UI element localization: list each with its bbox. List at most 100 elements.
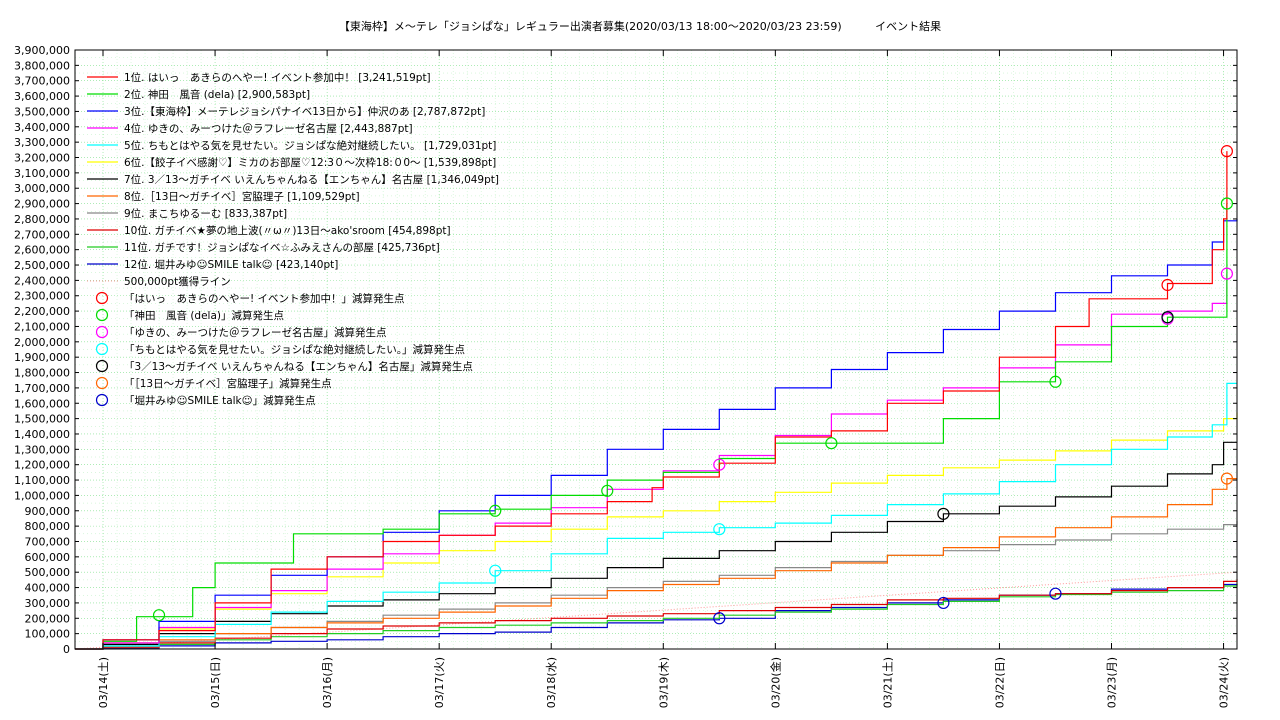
x-tick-label: 03/20(金) <box>768 657 782 708</box>
marker-point-1 <box>1220 145 1234 158</box>
y-tick-label: 2,400,000 <box>14 274 70 287</box>
y-tick-label: 300,000 <box>25 597 71 610</box>
y-tick-label: 2,900,000 <box>14 198 70 211</box>
legend-label: 7位. 3／13～ガチイベ いえんちゃんねる【エンちゃん】名古屋 [1,346,… <box>124 173 499 186</box>
y-tick-label: 3,900,000 <box>14 44 70 57</box>
marker-point-1 <box>1161 278 1174 292</box>
y-tick-label: 1,200,000 <box>14 459 70 472</box>
x-tick-label: 03/21(土) <box>881 657 894 708</box>
legend-label-marker: 「3／13～ガチイベ いえんちゃんねる【エンちゃん】名古屋」減算発生点 <box>124 360 473 373</box>
y-tick-label: 1,300,000 <box>14 443 70 456</box>
y-tick-label: 800,000 <box>25 520 71 533</box>
legend-swatch-marker <box>95 376 109 390</box>
reference-line-path <box>74 571 1238 650</box>
series-line-8 <box>75 478 1237 650</box>
marker-point-7 <box>937 596 950 610</box>
marker-point-2 <box>1220 197 1234 210</box>
legend-label: 8位.［13日～ガチイベ］宮脇理子 [1,109,529pt] <box>124 190 360 203</box>
y-tick-label: 1,000,000 <box>14 489 70 502</box>
y-tick-label: 2,600,000 <box>14 244 70 257</box>
marker-point-5 <box>1161 311 1174 324</box>
legend-label-marker: 「堀井みゆ☺SMILE talk☺」減算発生点 <box>124 394 316 407</box>
series-line-1 <box>75 151 1228 650</box>
y-tick-label: 500,000 <box>25 566 71 579</box>
y-tick-label: 3,300,000 <box>14 136 70 149</box>
y-tick-label: 3,000,000 <box>14 182 70 195</box>
y-tick-label: 1,800,000 <box>14 367 70 380</box>
grid <box>75 49 1237 650</box>
y-tick-label: 2,000,000 <box>14 336 70 349</box>
y-tick-label: 1,400,000 <box>14 428 70 441</box>
marker-point-3 <box>1220 267 1234 280</box>
y-tick-label: 1,500,000 <box>14 413 70 426</box>
legend-label-marker: 「はいっ あきらのへやー! イベント参加中！」減算発生点 <box>124 292 405 305</box>
y-axis-ticks: 0 100,000 200,000 300,000 400,000 500,000 600,… <box>14 44 1237 656</box>
y-tick-label: 3,400,000 <box>14 121 70 134</box>
x-tick-label: 03/16(月) <box>321 657 334 708</box>
y-tick-label: 2,200,000 <box>14 305 70 318</box>
y-tick-label: 2,800,000 <box>14 213 70 226</box>
y-tick-label: 3,100,000 <box>14 167 70 180</box>
y-tick-label: 400,000 <box>25 582 71 595</box>
y-tick-label: 1,600,000 <box>14 397 70 410</box>
y-tick-label: 700,000 <box>25 535 71 548</box>
legend-label: 4位. ゆきの、みーつけた＠ラフレーゼ名古屋 [2,443,887pt] <box>124 122 413 135</box>
y-tick-label: 2,700,000 <box>14 228 70 241</box>
marker-point-7 <box>1049 587 1062 600</box>
marker-point-7 <box>713 612 726 625</box>
x-tick-label: 03/22(日) <box>993 657 1006 708</box>
series-line-2 <box>75 203 1228 650</box>
marker-point-2 <box>601 484 614 497</box>
legend-label: 12位. 堀井みゆ☺SMILE talk☺ [423,140pt] <box>124 258 338 271</box>
y-tick-label: 1,900,000 <box>14 351 70 364</box>
y-tick-label: 3,700,000 <box>14 75 70 88</box>
legend-label: 10位. ガチイベ★夢の地上波(〃ω〃)13日～ako'sroom [454,8… <box>124 224 451 237</box>
x-axis-ticks: 03/14(土) 03/15(日) 03/16(月) 03/17(火) 03/18(水)… <box>97 50 1231 708</box>
series-line-5 <box>75 382 1237 650</box>
marker-point-2 <box>1049 375 1062 388</box>
x-tick-label: 03/14(土) <box>97 657 110 708</box>
legend-swatch-marker <box>95 342 109 356</box>
legend-label: 5位. ちもとはやる気を見せたい。ジョシぱな絶対継続したい。 [1,729,03… <box>124 139 496 152</box>
legend: 1位. はいっ あきらのへやー! イベント参加中！ [3,241,519pt] 2… <box>87 71 499 407</box>
marker-point-4 <box>489 564 502 577</box>
x-tick-label: 03/19(木) <box>657 657 670 708</box>
marker-point-6 <box>1220 472 1234 485</box>
series-lines <box>75 151 1238 650</box>
legend-swatch-marker <box>95 291 109 305</box>
legend-label-marker: 「ちもとはやる気を見せたい。ジョシぱな絶対継続したい。」減算発生点 <box>124 343 465 356</box>
legend-label: 11位. ガチです！ジョシぱなイベ☆ふみえさんの部屋 [425,736pt] <box>124 241 440 254</box>
marker-point-2 <box>489 504 502 517</box>
series-line-10 <box>75 579 1238 650</box>
y-tick-label: 2,100,000 <box>14 320 70 333</box>
marker-point-2 <box>152 609 166 622</box>
marker-point-4 <box>713 523 726 536</box>
y-tick-label: 3,800,000 <box>14 59 70 72</box>
legend-label-reference: 500,000pt獲得ライン <box>124 275 231 288</box>
y-tick-label: 1,700,000 <box>14 382 70 395</box>
marker-point-2 <box>825 437 838 450</box>
x-tick-label: 03/18(水) <box>545 657 558 708</box>
x-tick-label: 03/23(月) <box>1105 657 1118 708</box>
y-tick-label: 100,000 <box>25 628 71 641</box>
y-tick-label: 0 <box>63 643 70 656</box>
legend-label: 2位. 神田 風音 (dela) [2,900,583pt] <box>124 88 310 101</box>
y-tick-label: 2,300,000 <box>14 290 70 303</box>
legend-label: 3位.【東海枠】メーテレジョシパナイベ13日から】仲沢のあ [2,787,872… <box>124 105 485 118</box>
legend-label: 9位. まこちゆるーむ [833,387pt] <box>124 207 287 220</box>
reference-line <box>74 571 1238 650</box>
plot-frame <box>74 49 1238 650</box>
x-tick-label: 03/15(日) <box>209 657 222 708</box>
legend-swatch-marker <box>95 308 109 322</box>
legend-swatch-marker <box>95 325 109 339</box>
chart-title: 【東海枠】メ～テレ「ジョシぱな」レギュラー出演者募集(2020/03/13 18… <box>339 19 941 33</box>
legend-label: 6位.【餃子イベ感謝♡】ミカのお部屋♡12:3０～次枠18:０0～ [1,539… <box>124 156 496 169</box>
legend-label-marker: 「ゆきの、みーつけた＠ラフレーゼ名古屋」減算発生点 <box>124 326 387 339</box>
marker-point-3 <box>713 458 726 471</box>
legend-swatch-marker <box>95 393 109 407</box>
y-tick-label: 600,000 <box>25 551 71 564</box>
y-tick-label: 900,000 <box>25 505 71 518</box>
legend-label-marker: 「神田 風音 (dela)」減算発生点 <box>124 309 284 322</box>
